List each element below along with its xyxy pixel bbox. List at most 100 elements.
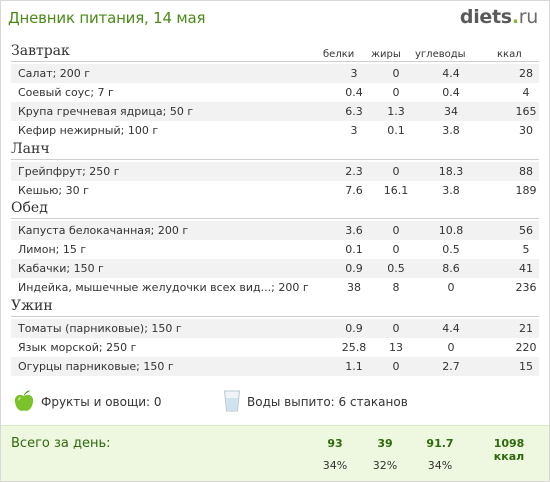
food-kcal: 5 — [522, 243, 530, 256]
food-name: Индейка, мышечные желудочки всех вид...;… — [18, 281, 309, 294]
food-name: Салат; 200 г — [18, 67, 91, 80]
food-fat: 0.1 — [387, 124, 405, 137]
green-apple-icon — [13, 389, 35, 416]
food-kcal: 28 — [519, 67, 533, 80]
food-protein: 0.4 — [345, 86, 363, 99]
food-row[interactable]: Кешью; 30 г 7.6 16.1 3.8 189 — [11, 181, 539, 200]
food-kcal: 189 — [515, 184, 537, 197]
food-name: Соевый соус; 7 г — [18, 86, 114, 99]
food-row[interactable]: Капуста белокачанная; 200 г 3.6 0 10.8 56 — [11, 221, 539, 240]
food-row[interactable]: Кабачки; 150 г 0.9 0.5 8.6 41 — [11, 259, 539, 278]
food-row[interactable]: Салат; 200 г 3 0 4.4 28 — [11, 64, 539, 83]
meal-title: Ланч — [11, 141, 50, 157]
food-kcal: 21 — [519, 322, 533, 335]
food-row[interactable]: Грейпфрут; 250 г 2.3 0 18.3 88 — [11, 162, 539, 181]
food-row[interactable]: Язык морской; 250 г 25.8 13 0 220 — [11, 338, 539, 357]
total-label: Всего за день: — [11, 436, 111, 451]
daily-extras: Фрукты и овощи: 0 Воды выпито: 6 стакано… — [1, 387, 549, 417]
food-name: Кефир нежирный; 100 г — [18, 124, 159, 137]
food-fat: 8 — [392, 281, 400, 294]
water-summary: Воды выпито: 6 стаканов — [223, 387, 408, 417]
food-fat: 0 — [392, 322, 400, 335]
food-protein: 3 — [350, 124, 358, 137]
food-name: Лимон; 15 г — [18, 243, 87, 256]
food-row[interactable]: Лимон; 15 г 0.1 0 0.5 5 — [11, 240, 539, 259]
food-name: Крупа гречневая ядрица; 50 г — [18, 105, 194, 118]
food-kcal: 4 — [522, 86, 530, 99]
food-row[interactable]: Огурцы парниковые; 150 г 1.1 0 2.7 15 — [11, 357, 539, 376]
food-protein: 2.3 — [345, 165, 363, 178]
column-header-fat: жиры — [371, 49, 401, 60]
food-fat: 0 — [392, 165, 400, 178]
food-name: Кабачки; 150 г — [18, 262, 104, 275]
meal-title: Завтрак — [11, 43, 70, 59]
water-glass-icon — [223, 389, 241, 416]
meal-divider — [11, 316, 539, 317]
food-protein: 1.1 — [345, 360, 363, 373]
food-name: Кешью; 30 г — [18, 184, 89, 197]
daily-total: Всего за день: 93 39 91.7 1098 ккал 34% … — [1, 425, 549, 481]
food-carbs: 18.3 — [438, 165, 464, 178]
food-carbs: 0.4 — [442, 86, 460, 99]
food-fat: 0 — [392, 243, 400, 256]
food-kcal: 30 — [519, 124, 533, 137]
total-kcal: 1098 ккал — [493, 437, 525, 463]
food-protein: 0.1 — [345, 243, 363, 256]
total-fat-percent: 32% — [372, 459, 398, 472]
site-logo[interactable]: diets.ru — [460, 6, 538, 28]
food-fat: 0 — [392, 67, 400, 80]
water-label: Воды выпито: 6 стаканов — [247, 395, 408, 409]
food-carbs: 34 — [444, 105, 458, 118]
food-kcal: 220 — [515, 341, 537, 354]
food-carbs: 3.8 — [442, 184, 460, 197]
food-protein: 25.8 — [341, 341, 367, 354]
food-protein: 0.9 — [345, 262, 363, 275]
food-name: Томаты (парниковые); 150 г — [18, 322, 182, 335]
food-protein: 3.6 — [345, 224, 363, 237]
food-fat: 16.1 — [383, 184, 409, 197]
column-header-kcal: ккал — [497, 49, 522, 60]
column-header-protein: белки — [323, 49, 355, 60]
food-row[interactable]: Индейка, мышечные желудочки всех вид...;… — [11, 278, 539, 297]
food-name: Грейпфрут; 250 г — [18, 165, 120, 178]
food-name: Огурцы парниковые; 150 г — [18, 360, 174, 373]
food-name: Язык морской; 250 г — [18, 341, 137, 354]
food-row[interactable]: Томаты (парниковые); 150 г 0.9 0 4.4 21 — [11, 319, 539, 338]
total-carbs-percent: 34% — [427, 459, 453, 472]
food-row[interactable]: Кефир нежирный; 100 г 3 0.1 3.8 30 — [11, 121, 539, 140]
food-fat: 0 — [392, 86, 400, 99]
food-protein: 7.6 — [345, 184, 363, 197]
food-carbs: 0 — [447, 281, 455, 294]
food-kcal: 56 — [519, 224, 533, 237]
total-protein: 93 — [327, 437, 343, 450]
food-carbs: 0.5 — [442, 243, 460, 256]
food-protein: 6.3 — [345, 105, 363, 118]
food-protein: 38 — [347, 281, 361, 294]
meal-divider — [11, 159, 539, 160]
food-row[interactable]: Крупа гречневая ядрица; 50 г 6.3 1.3 34 165 — [11, 102, 539, 121]
total-carbs: 91.7 — [426, 437, 454, 450]
column-header-carbs: углеводы — [415, 49, 466, 60]
food-row[interactable]: Соевый соус; 7 г 0.4 0 0.4 4 — [11, 83, 539, 102]
food-kcal: 88 — [519, 165, 533, 178]
food-fat: 0.5 — [387, 262, 405, 275]
food-carbs: 4.4 — [442, 67, 460, 80]
food-fat: 1.3 — [387, 105, 405, 118]
food-carbs: 3.8 — [442, 124, 460, 137]
logo-dot: . — [511, 6, 519, 28]
fruits-label: Фрукты и овощи: 0 — [41, 395, 162, 409]
food-name: Капуста белокачанная; 200 г — [18, 224, 189, 237]
food-carbs: 2.7 — [442, 360, 460, 373]
total-protein-percent: 34% — [322, 459, 348, 472]
food-fat: 13 — [389, 341, 403, 354]
food-protein: 3 — [350, 67, 358, 80]
meal-title: Обед — [11, 200, 48, 216]
header: Дневник питания, 14 мая diets.ru — [1, 1, 549, 37]
logo-main: diets — [459, 6, 512, 28]
food-fat: 0 — [392, 224, 400, 237]
food-kcal: 15 — [519, 360, 533, 373]
food-protein: 0.9 — [345, 322, 363, 335]
meal-divider — [11, 61, 539, 62]
food-carbs: 8.6 — [442, 262, 460, 275]
meal-title: Ужин — [11, 298, 53, 314]
